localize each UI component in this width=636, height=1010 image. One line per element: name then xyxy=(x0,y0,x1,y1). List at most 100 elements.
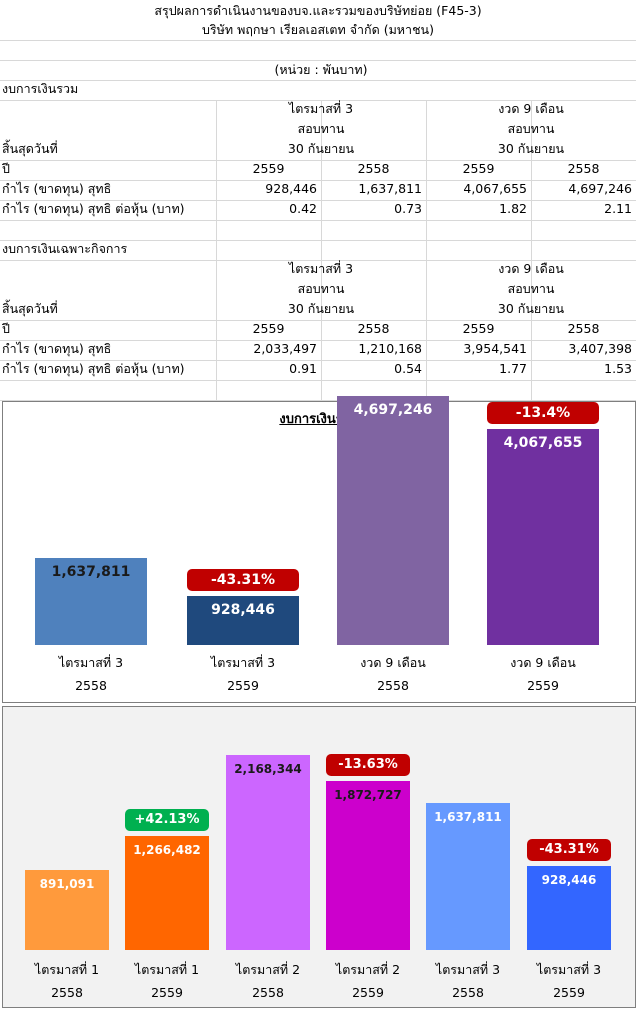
year-cell: 2559 xyxy=(462,161,495,176)
eps-cell: 2.11 xyxy=(604,201,632,216)
bar xyxy=(35,558,147,645)
gridline xyxy=(0,200,636,201)
ended-q3: 30 กันยายน xyxy=(287,301,355,316)
bar xyxy=(226,755,310,950)
gridline xyxy=(0,320,636,321)
category-label: ไตรมาสที่ 3 xyxy=(435,962,501,977)
gridline xyxy=(426,100,427,400)
bar xyxy=(426,803,510,950)
year-label: 2559 xyxy=(352,985,384,1000)
year-label: 2559 xyxy=(227,678,259,693)
year-label: 2558 xyxy=(75,678,107,693)
reviewed-q3: สอบทาน xyxy=(297,121,345,136)
bar-value-label: 891,091 xyxy=(39,877,95,891)
gridline xyxy=(0,80,636,81)
profit-cell: 4,067,655 xyxy=(463,181,527,196)
profit-label: กำไร (ขาดทุน) สุทธิ xyxy=(2,181,112,196)
eps-cell: 0.42 xyxy=(289,201,317,216)
profit-cell: 3,954,541 xyxy=(463,341,527,356)
bar-value-label: 928,446 xyxy=(541,873,597,887)
page-title: สรุปผลการดำเนินงานของบจ.และรวมของบริษัทย… xyxy=(154,3,482,18)
gridline xyxy=(0,380,636,381)
year-cell: 2559 xyxy=(462,321,495,336)
year-cell: 2559 xyxy=(252,161,285,176)
bar xyxy=(25,870,109,950)
category-label: ไตรมาสที่ 1 xyxy=(134,962,200,977)
ended-label: สิ้นสุดวันที่ xyxy=(2,301,58,316)
change-badge: -43.31% xyxy=(527,839,611,861)
year-label: 2558 xyxy=(377,678,409,693)
bar-value-label: 4,067,655 xyxy=(503,435,583,451)
eps-cell: 1.53 xyxy=(604,361,632,376)
eps-cell: 0.91 xyxy=(289,361,317,376)
bar-value-label: 928,446 xyxy=(211,602,275,618)
bar xyxy=(187,596,299,645)
change-badge: -13.63% xyxy=(326,754,410,776)
gridline xyxy=(321,100,322,400)
bar xyxy=(326,781,410,950)
profit-label: กำไร (ขาดทุน) สุทธิ xyxy=(2,341,112,356)
year-label: 2559 xyxy=(553,985,585,1000)
bar xyxy=(527,866,611,950)
year-cell: 2558 xyxy=(357,321,390,336)
category-label: งวด 9 เดือน xyxy=(510,655,576,670)
profit-cell: 4,697,246 xyxy=(568,181,632,196)
profit-cell: 1,637,811 xyxy=(358,181,422,196)
bar-value-label: 1,266,482 xyxy=(133,843,201,857)
period-9m: งวด 9 เดือน xyxy=(498,261,564,276)
gridline xyxy=(0,340,636,341)
gridline xyxy=(0,180,636,181)
consolidated-profit-chart: งบการเงินรวม 1,637,811 ไตรมาสที่ 3 2558 928,… xyxy=(2,396,636,703)
profit-cell: 1,210,168 xyxy=(358,341,422,356)
change-badge: -43.31% xyxy=(187,569,299,591)
category-label: ไตรมาสที่ 3 xyxy=(210,655,276,670)
gridline xyxy=(531,100,532,400)
profit-cell: 3,407,398 xyxy=(568,341,632,356)
gridline xyxy=(0,240,636,241)
section-title-separate: งบการเงินเฉพาะกิจการ xyxy=(2,241,128,256)
eps-cell: 1.77 xyxy=(499,361,527,376)
gridline xyxy=(216,100,217,400)
ended-9m: 30 กันยายน xyxy=(497,301,565,316)
year-label: 2559 xyxy=(527,678,559,693)
year-cell: 2559 xyxy=(252,321,285,336)
bar xyxy=(487,429,599,645)
category-label: ไตรมาสที่ 2 xyxy=(235,962,301,977)
reviewed-q3: สอบทาน xyxy=(297,281,345,296)
profit-cell: 2,033,497 xyxy=(253,341,317,356)
unit-label: (หน่วย : พันบาท) xyxy=(274,62,368,77)
year-cell: 2558 xyxy=(357,161,390,176)
year-label: 2558 xyxy=(51,985,83,1000)
gridline xyxy=(0,100,636,101)
eps-label: กำไร (ขาดทุน) สุทธิ ต่อหุ้น (บาท) xyxy=(2,201,185,216)
bar-value-label: 1,637,811 xyxy=(434,810,502,824)
year-label: ปี xyxy=(2,161,10,176)
category-label: ไตรมาสที่ 3 xyxy=(58,655,124,670)
category-label: ไตรมาสที่ 2 xyxy=(335,962,401,977)
year-cell: 2558 xyxy=(567,321,600,336)
bar xyxy=(125,836,209,950)
section-title-consolidated: งบการเงินรวม xyxy=(2,81,79,96)
category-label: ไตรมาสที่ 1 xyxy=(34,962,100,977)
eps-cell: 0.73 xyxy=(394,201,422,216)
year-label: 2558 xyxy=(252,985,284,1000)
category-label: งวด 9 เดือน xyxy=(360,655,426,670)
reviewed-9m: สอบทาน xyxy=(507,121,555,136)
period-q3: ไตรมาสที่ 3 xyxy=(288,261,354,276)
reviewed-9m: สอบทาน xyxy=(507,281,555,296)
year-cell: 2558 xyxy=(567,161,600,176)
gridline xyxy=(0,360,636,361)
gridline xyxy=(0,40,636,41)
quarterly-profit-chart: 891,091 ไตรมาสที่ 1 2558 1,266,482 +42.13% ไต… xyxy=(2,706,636,1008)
bar xyxy=(337,396,449,645)
eps-label: กำไร (ขาดทุน) สุทธิ ต่อหุ้น (บาท) xyxy=(2,361,185,376)
category-label: ไตรมาสที่ 3 xyxy=(536,962,602,977)
bar-value-label: 4,697,246 xyxy=(353,402,433,418)
change-badge: +42.13% xyxy=(125,809,209,831)
period-9m: งวด 9 เดือน xyxy=(498,101,564,116)
year-label: 2558 xyxy=(452,985,484,1000)
company-name: บริษัท พฤกษา เรียลเอสเตท จำกัด (มหาชน) xyxy=(202,22,434,37)
eps-cell: 1.82 xyxy=(499,201,527,216)
bar-value-label: 1,637,811 xyxy=(51,564,131,580)
profit-cell: 928,446 xyxy=(265,181,317,196)
